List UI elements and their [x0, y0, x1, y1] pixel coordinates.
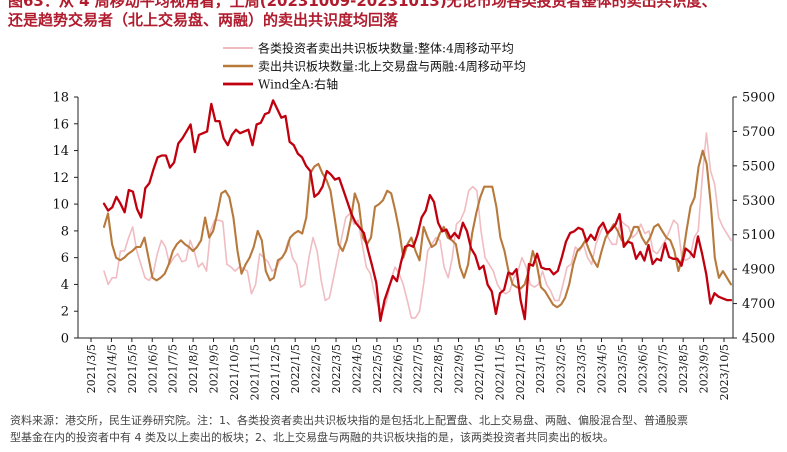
x-axis-tick-label: 2022/1/5 [289, 344, 302, 393]
x-axis-tick-label: 2023/2/5 [555, 344, 568, 393]
x-axis-tick-label: 2021/4/5 [105, 344, 118, 393]
left-axis-tick-label: 14 [52, 144, 69, 159]
right-axis-tick-label: 5700 [742, 125, 775, 140]
x-axis-tick-label: 2023/1/5 [534, 344, 547, 393]
right-axis-tick-label: 4900 [742, 263, 775, 278]
left-axis-tick-label: 12 [52, 171, 69, 186]
right-axis-tick-label: 4500 [742, 332, 775, 347]
chart-legend: 各类投资者卖出共识板块数量:整体:4周移动平均卖出共识板块数量:北上交易盘与两融… [223, 41, 526, 92]
series-line-1 [103, 132, 732, 319]
x-axis-tick-label: 2022/12/5 [514, 344, 527, 400]
legend-label-2: 卖出共识板块数量:北上交易盘与两融:4周移动平均 [258, 59, 526, 74]
x-axis-tick-label: 2023/10/5 [718, 344, 731, 400]
source-note-line-1: 资料来源：港交所，民生证券研究院。注：1、各类投资者卖出共识板块指的是包括北上配… [10, 414, 688, 427]
x-axis-tick-label: 2021/12/5 [269, 344, 282, 400]
source-note: 资料来源：港交所，民生证券研究院。注：1、各类投资者卖出共识板块指的是包括北上配… [10, 412, 780, 446]
right-axis-tick-label: 5500 [742, 159, 775, 174]
legend-label-3: Wind全A:右轴 [258, 77, 338, 92]
x-axis-tick-label: 2022/8/5 [432, 344, 445, 393]
x-axis-tick-label: 2021/5/5 [126, 344, 139, 393]
x-axis-tick-label: 2021/7/5 [167, 344, 180, 393]
series-line-2 [102, 149, 733, 309]
x-axis-tick-label: 2023/9/5 [698, 344, 711, 393]
left-axis-tick-label: 16 [52, 117, 69, 132]
chart-title-line-2: 还是趋势交易者（北上交易盘、两融）的卖出共识度均回落 [8, 11, 399, 29]
series-line-3 [102, 99, 733, 322]
x-axis-tick-label: 2022/6/5 [391, 344, 404, 393]
chart-title: 图63：从 4 周移动平均视角看，上周(20231009-20231013)无论… [8, 0, 783, 30]
left-axis-tick-label: 4 [61, 278, 69, 293]
x-axis-tick-label: 2022/11/5 [493, 344, 506, 400]
legend-label-1: 各类投资者卖出共识板块数量:整体:4周移动平均 [258, 41, 514, 56]
x-axis-tick-label: 2022/9/5 [453, 344, 466, 393]
x-axis-tick-label: 2022/10/5 [473, 344, 486, 400]
x-axis-tick-label: 2021/8/5 [187, 344, 200, 393]
x-axis-tick-label: 2023/6/5 [636, 344, 649, 393]
chart-title-line-1: 图63：从 4 周移动平均视角看，上周(20231009-20231013)无论… [8, 0, 717, 10]
x-axis-tick-label: 2023/8/5 [677, 344, 690, 393]
x-axis-tick-label: 2021/3/5 [85, 344, 98, 393]
x-axis-tick-label: 2022/4/5 [350, 344, 363, 393]
x-axis-tick-label: 2023/3/5 [575, 344, 588, 393]
line-chart: 各类投资者卖出共识板块数量:整体:4周移动平均卖出共识板块数量:北上交易盘与两融… [52, 41, 775, 401]
left-axis-tick-label: 0 [61, 332, 69, 347]
x-axis-tick-label: 2023/7/5 [657, 344, 670, 393]
right-axis-tick-label: 5900 [742, 91, 775, 106]
x-axis-tick-label: 2022/5/5 [371, 344, 384, 393]
series-lines [102, 99, 733, 322]
x-axis-tick-label: 2021/10/5 [228, 344, 241, 400]
right-axis-tick-label: 5100 [742, 228, 775, 243]
x-axis-tick-label: 2021/6/5 [146, 344, 159, 393]
right-axis-tick-label: 5300 [742, 194, 775, 209]
chart-axes: 0 2 4 6 8 10 12 14 16 18 4500 4700 4900 5100 5300 5500 5… [52, 91, 775, 401]
x-axis-tick-label: 2022/2/5 [310, 344, 323, 393]
x-axis-tick-label: 2021/11/5 [248, 344, 261, 400]
left-axis-tick-label: 18 [52, 91, 69, 106]
x-axis-tick-label: 2022/3/5 [330, 344, 343, 393]
right-axis-tick-label: 4700 [742, 297, 775, 312]
x-axis-tick-label: 2022/7/5 [412, 344, 425, 393]
left-axis-tick-label: 2 [61, 305, 69, 320]
source-note-line-2: 型基金在内的投资者中有 4 类及以上卖出的板块；2、北上交易盘与两融的共识板块指… [10, 431, 614, 444]
x-axis-tick-label: 2021/9/5 [208, 344, 221, 393]
left-axis-tick-label: 6 [61, 251, 69, 266]
x-axis-tick-label: 2023/5/5 [616, 344, 629, 393]
left-axis-tick-label: 8 [61, 224, 69, 239]
left-axis-tick-label: 10 [52, 198, 69, 213]
x-axis-tick-label: 2023/4/5 [595, 344, 608, 393]
